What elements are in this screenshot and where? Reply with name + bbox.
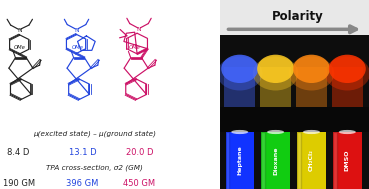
FancyBboxPatch shape [333, 132, 362, 189]
Text: Polarity: Polarity [271, 10, 323, 22]
FancyBboxPatch shape [220, 0, 369, 35]
FancyBboxPatch shape [296, 67, 327, 109]
FancyBboxPatch shape [220, 107, 369, 132]
FancyBboxPatch shape [225, 132, 254, 189]
Text: 13.1 D: 13.1 D [69, 148, 96, 157]
Ellipse shape [221, 55, 258, 83]
Ellipse shape [289, 57, 334, 91]
FancyBboxPatch shape [224, 67, 255, 109]
FancyBboxPatch shape [260, 67, 291, 109]
Ellipse shape [253, 57, 298, 91]
Ellipse shape [257, 55, 294, 83]
Text: Dioxane: Dioxane [273, 146, 278, 175]
FancyArrowPatch shape [228, 26, 356, 33]
Ellipse shape [325, 57, 369, 91]
FancyBboxPatch shape [297, 132, 301, 189]
Text: OMe: OMe [129, 45, 141, 50]
FancyBboxPatch shape [225, 132, 229, 189]
Ellipse shape [329, 55, 366, 83]
Text: μ(excited state) – μ(ground state): μ(excited state) – μ(ground state) [33, 130, 156, 136]
Text: N: N [137, 27, 141, 32]
FancyBboxPatch shape [297, 132, 326, 189]
Ellipse shape [339, 130, 356, 134]
Text: N: N [17, 28, 21, 33]
Text: OMe: OMe [14, 45, 25, 50]
FancyBboxPatch shape [261, 132, 290, 189]
Text: N: N [74, 28, 79, 33]
FancyBboxPatch shape [333, 132, 337, 189]
Text: 396 GM: 396 GM [66, 179, 99, 188]
Ellipse shape [267, 130, 284, 134]
Text: CH₂Cl₂: CH₂Cl₂ [309, 149, 314, 171]
FancyBboxPatch shape [332, 67, 363, 109]
Text: TPA cross-section, σ2 (GM): TPA cross-section, σ2 (GM) [46, 164, 143, 170]
Text: OMe: OMe [72, 45, 83, 50]
Text: 8.4 D: 8.4 D [7, 148, 30, 157]
Ellipse shape [303, 130, 320, 134]
Ellipse shape [217, 57, 262, 91]
FancyBboxPatch shape [261, 132, 265, 189]
Text: DMSO: DMSO [345, 150, 350, 171]
Text: 190 GM: 190 GM [3, 179, 35, 188]
FancyBboxPatch shape [220, 35, 369, 189]
Text: 20.0 D: 20.0 D [126, 148, 153, 157]
Ellipse shape [231, 130, 248, 134]
Text: 450 GM: 450 GM [123, 179, 155, 188]
Ellipse shape [293, 55, 330, 83]
Text: Heptane: Heptane [237, 146, 242, 175]
